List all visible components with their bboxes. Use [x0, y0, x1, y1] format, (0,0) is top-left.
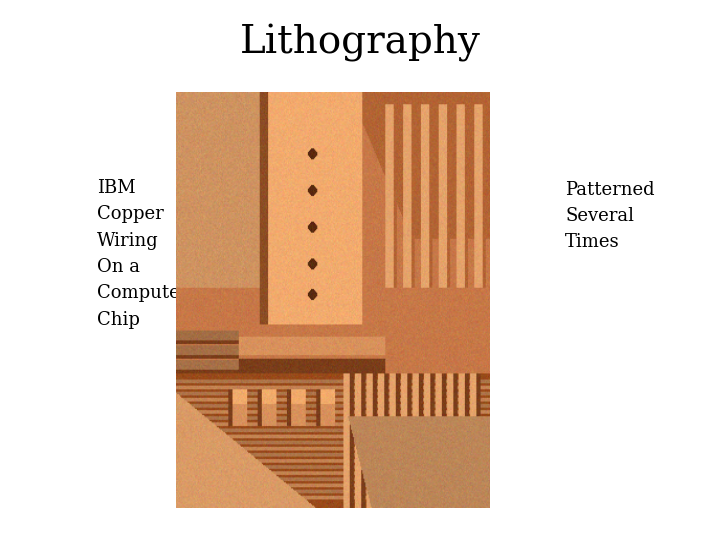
Text: Lithography: Lithography: [240, 24, 480, 62]
Text: IBM
Copper
Wiring
On a
Computer
Chip: IBM Copper Wiring On a Computer Chip: [97, 179, 189, 329]
Text: Patterned
Several
Times: Patterned Several Times: [565, 180, 654, 252]
